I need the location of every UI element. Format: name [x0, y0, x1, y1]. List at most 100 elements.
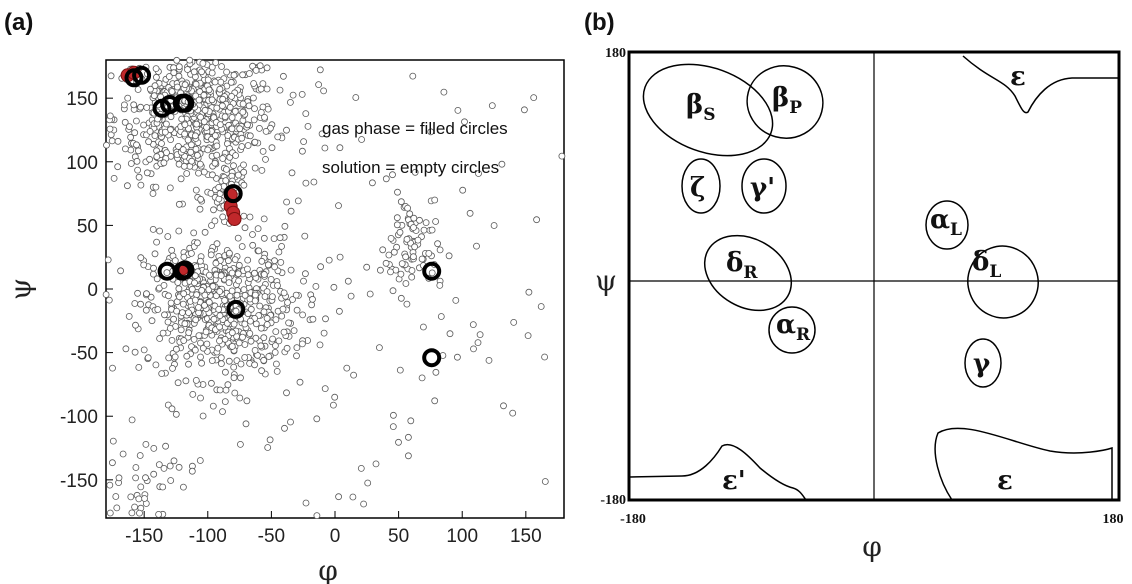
scatter-point [209, 172, 215, 178]
scatter-point [150, 226, 156, 232]
scatter-point [222, 369, 228, 375]
scatter-point [174, 57, 180, 63]
y-axis-label-a: ψ [4, 278, 37, 300]
scatter-point [147, 86, 153, 92]
scatter-point [248, 306, 254, 312]
scatter-point [266, 354, 272, 360]
scatter-point [280, 306, 286, 312]
scatter-point [214, 143, 220, 149]
scatter-point [220, 156, 226, 162]
scatter-point [231, 375, 237, 381]
scatter-point [364, 264, 370, 270]
scatter-point [220, 214, 226, 220]
scatter-point [162, 129, 168, 135]
scatter-point [144, 105, 150, 111]
scatter-point [275, 134, 281, 140]
panel-b-label: (b) [584, 9, 615, 36]
scatter-point [278, 259, 284, 265]
scatter-point [161, 160, 167, 166]
scatter-point [453, 297, 459, 303]
scatter-point [219, 64, 225, 70]
y-tick-label: -50 [71, 344, 98, 365]
scatter-point [107, 482, 113, 488]
scatter-point [216, 306, 222, 312]
scatter-point [397, 367, 403, 373]
scatter-point [310, 316, 316, 322]
scatter-point [180, 484, 186, 490]
scatter-point [196, 304, 202, 310]
scatter-point [396, 439, 402, 445]
scatter-point [265, 262, 271, 268]
scatter-point [168, 300, 174, 306]
scatter-point [124, 183, 130, 189]
scatter-point [144, 170, 150, 176]
scatter-point [405, 205, 411, 211]
x-tick-label: 0 [330, 526, 341, 547]
scatter-point [454, 354, 460, 360]
scatter-point [276, 249, 282, 255]
scatter-point [161, 465, 167, 471]
scatter-point [395, 189, 401, 195]
scatter-point [176, 228, 182, 234]
scatter-point [115, 138, 121, 144]
scatter-point [231, 163, 237, 169]
scatter-point [194, 240, 200, 246]
scatter-point [132, 349, 138, 355]
scatter-point [128, 494, 134, 500]
scatter-point [234, 292, 240, 298]
scatter-point [226, 250, 232, 256]
scatter-point [222, 114, 228, 120]
scatter-point [168, 478, 174, 484]
scatter-point [262, 114, 268, 120]
scatter-point [159, 141, 165, 147]
scatter-point [394, 215, 400, 221]
scatter-point [241, 169, 247, 175]
scatter-point [217, 387, 223, 393]
scatter-point [336, 494, 342, 500]
scatter-point [248, 338, 254, 344]
scatter-point [470, 322, 476, 328]
region-gamma-label: γ [973, 349, 991, 379]
scatter-point [303, 180, 309, 186]
scatter-point [133, 475, 139, 481]
scatter-point [104, 142, 110, 148]
scatter-point [252, 298, 258, 304]
x-tick-label: -100 [189, 526, 227, 547]
scatter-point [241, 162, 247, 168]
scatter-plot-a: -150-100-50050100150-150-100-50050100150… [4, 57, 565, 584]
scatter-point [420, 324, 426, 330]
scatter-point [264, 315, 270, 321]
scatter-point [542, 479, 548, 485]
scatter-point [155, 307, 161, 313]
scatter-point [179, 116, 185, 122]
scatter-point [206, 299, 212, 305]
scatter-point [137, 453, 143, 459]
scatter-point [196, 97, 202, 103]
scatter-point [210, 283, 216, 289]
scatter-point [321, 330, 327, 336]
scatter-point [282, 425, 288, 431]
x-tick-label: -150 [125, 526, 163, 547]
scatter-point [185, 137, 191, 143]
scatter-point [225, 133, 231, 139]
scatter-point [344, 365, 350, 371]
scatter-point [489, 103, 495, 109]
scatter-point [294, 345, 300, 351]
scatter-point [437, 282, 443, 288]
scatter-point [189, 286, 195, 292]
scatter-point [151, 471, 157, 477]
scatter-point [169, 406, 175, 412]
scatter-point [135, 290, 141, 296]
scatter-point [241, 213, 247, 219]
scatter-point [198, 114, 204, 120]
scatter-point [311, 179, 317, 185]
scatter-point [163, 443, 169, 449]
scatter-point [261, 309, 267, 315]
scatter-point [242, 225, 248, 231]
scatter-point [200, 60, 206, 66]
scatter-point [160, 330, 166, 336]
region-gamma-prime-label: γ' [750, 173, 775, 203]
scatter-point [169, 247, 175, 253]
scatter-point [404, 301, 410, 307]
